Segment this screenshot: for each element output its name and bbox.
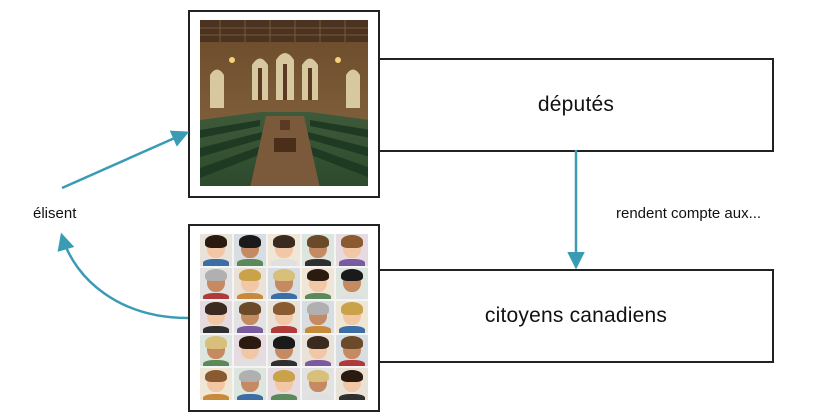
citizen-face	[200, 334, 232, 367]
arrow-elisent-up	[61, 130, 190, 190]
citizen-face	[336, 267, 368, 300]
citizens-photo-frame	[188, 224, 380, 412]
citizen-face	[336, 301, 368, 333]
node-citoyens-label: citoyens canadiens	[484, 304, 668, 327]
citizen-face	[200, 301, 232, 333]
citizen-face	[336, 368, 368, 400]
citizen-face	[268, 301, 300, 333]
citizen-face	[234, 301, 266, 333]
parliament-photo-frame	[188, 10, 380, 198]
citizen-face	[336, 234, 368, 266]
citizen-face	[302, 234, 334, 266]
parliament-chamber-image	[200, 20, 368, 186]
citizen-face	[268, 368, 300, 400]
citizen-face	[268, 234, 300, 266]
citizen-face	[200, 267, 232, 300]
citizen-face	[302, 267, 334, 300]
citizen-face	[302, 301, 334, 333]
edge-label-elisent: élisent	[33, 205, 77, 222]
citizen-face	[234, 267, 266, 300]
citizen-face	[302, 368, 334, 400]
citizens-faces-collage	[200, 234, 368, 400]
node-deputes-label: députés	[537, 93, 615, 116]
citizen-face	[200, 234, 232, 266]
citizen-face	[336, 334, 368, 367]
citizen-face	[234, 334, 266, 367]
node-deputes: députés	[380, 58, 774, 152]
citizen-face	[200, 368, 232, 400]
citizen-face	[268, 334, 300, 367]
edge-label-rendent-compte: rendent compte aux...	[616, 205, 762, 222]
citizen-face	[302, 334, 334, 367]
citizen-face	[234, 234, 266, 266]
arrow-citizens-to-elisent	[57, 232, 189, 320]
node-citoyens: citoyens canadiens	[380, 269, 774, 363]
citizen-face	[234, 368, 266, 400]
citizen-face	[268, 267, 300, 300]
